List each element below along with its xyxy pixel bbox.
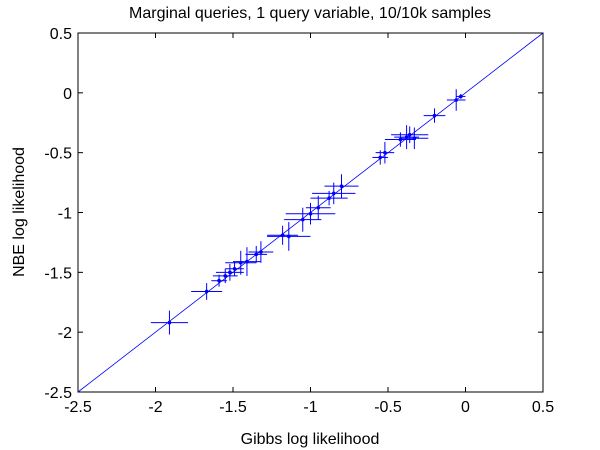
x-tick-label: -2 (148, 399, 162, 416)
point (254, 252, 259, 257)
point (459, 94, 463, 99)
point (316, 205, 321, 210)
point (308, 211, 313, 216)
point (287, 234, 291, 239)
point (232, 266, 237, 271)
point (223, 274, 228, 278)
y-tick-label: 0.5 (50, 26, 72, 43)
point (228, 270, 232, 275)
point (300, 217, 305, 222)
y-tick-label: -2.5 (44, 385, 72, 402)
y-tick-label: -2 (58, 325, 72, 342)
y-tick-label: 0 (63, 86, 72, 103)
point (259, 250, 263, 254)
point (339, 184, 344, 188)
point (378, 155, 383, 160)
point (217, 278, 221, 283)
y-axis-label: NBE log likelihood (11, 147, 28, 277)
point (204, 289, 209, 294)
point (245, 259, 249, 264)
x-tick-label: -1 (303, 399, 317, 416)
y-tick-label: -1.5 (44, 265, 72, 282)
point (432, 113, 437, 118)
point (167, 320, 172, 325)
point (412, 136, 417, 141)
point (331, 191, 336, 196)
point (407, 132, 412, 137)
x-tick-label: -0.5 (374, 399, 402, 416)
point (454, 98, 459, 102)
point (383, 150, 387, 155)
y-tick-label: -0.5 (44, 146, 72, 163)
x-tick-label: -1.5 (219, 399, 247, 416)
point (327, 196, 331, 200)
y-tick-label: -1 (58, 206, 72, 223)
x-tick-label: 0.5 (532, 399, 554, 416)
x-tick-label: 0 (461, 399, 470, 416)
x-axis-label: Gibbs log likelihood (241, 431, 380, 448)
chart-title: Marginal queries, 1 query variable, 10/1… (129, 5, 491, 22)
x-tick-label: -2.5 (64, 399, 92, 416)
